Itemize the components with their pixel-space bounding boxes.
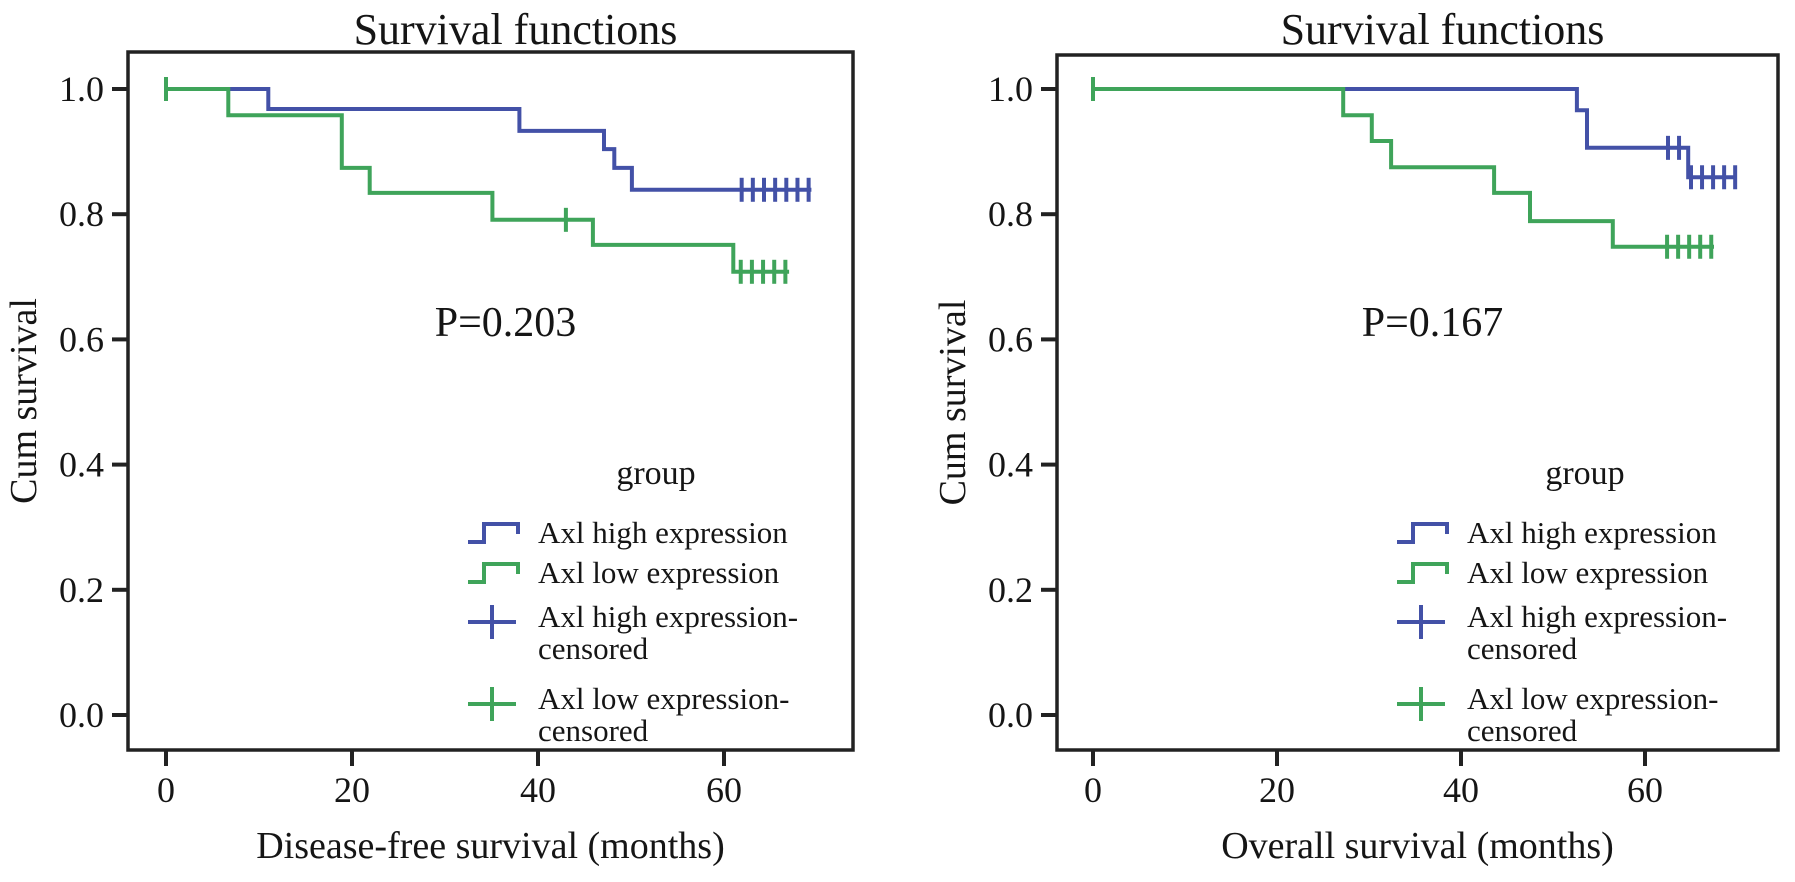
- legend-item: Axl high expression: [1397, 515, 1717, 550]
- legend: group Axl high expression Axl low expressi…: [468, 455, 798, 748]
- legend-item-label: Axl high expression-: [1467, 599, 1727, 634]
- legend-title: group: [1545, 455, 1624, 492]
- x-tick-label: 60: [706, 770, 742, 810]
- x-tick-label: 0: [157, 770, 175, 810]
- legend-item-label: Axl high expression: [1467, 515, 1717, 550]
- km-chart-overall: 1.0 0.8 0.6 0.4 0.2 0.0 0 20 40 60 Survival functi…: [932, 5, 1780, 867]
- legend-item-label: Axl high expression: [538, 515, 788, 550]
- y-axis-label: Cum survival: [932, 300, 974, 506]
- survival-curve-axl-high: [1093, 87, 1737, 180]
- legend: group Axl high expression Axl low expressi…: [1397, 455, 1727, 748]
- legend-item-label: Axl low expression-: [1467, 681, 1718, 716]
- y-tick-label: 0.2: [59, 570, 104, 610]
- y-tick-label: 0.4: [59, 445, 104, 485]
- legend-title: group: [616, 455, 695, 492]
- x-axis-label: Overall survival (months): [1221, 825, 1614, 867]
- p-value-label: P=0.203: [435, 300, 577, 346]
- legend-item: Axl low expression: [1397, 555, 1709, 590]
- legend-item-label: Axl high expression-: [538, 599, 798, 634]
- y-tick-label: 0.6: [59, 319, 104, 359]
- survival-curve-axl-low: [166, 87, 790, 274]
- y-axis-label: Cum survival: [3, 298, 45, 504]
- p-value-label: P=0.167: [1362, 300, 1504, 346]
- x-tick-label: 40: [1443, 770, 1479, 810]
- legend-item-label: censored: [538, 631, 649, 666]
- y-tick-label: 0.0: [59, 695, 104, 735]
- legend-item-label: Axl low expression: [1467, 555, 1709, 590]
- survival-curve-axl-low: [1093, 87, 1714, 249]
- legend-item: Axl low expression: [468, 555, 780, 590]
- survival-curve-axl-high: [166, 87, 812, 192]
- x-axis-label: Disease-free survival (months): [256, 825, 725, 867]
- legend-item: Axl low expression-censored: [1397, 681, 1718, 748]
- y-tick-label: 0.6: [988, 319, 1033, 359]
- legend-item-label: censored: [1467, 631, 1578, 666]
- y-tick-label: 0.0: [988, 695, 1033, 735]
- legend-item-label: Axl low expression-: [538, 681, 789, 716]
- legend-item-label: Axl low expression: [538, 555, 780, 590]
- y-tick-label: 0.4: [988, 445, 1033, 485]
- legend-step-line-icon: [1397, 522, 1449, 544]
- chart-title: Survival functions: [1281, 5, 1605, 54]
- legend-item: Axl low expression-censored: [468, 681, 789, 748]
- x-tick-label: 20: [334, 770, 370, 810]
- x-tick-label: 20: [1259, 770, 1295, 810]
- y-tick-label: 1.0: [988, 69, 1033, 109]
- legend-item: Axl high expression-censored: [1397, 599, 1727, 666]
- legend-step-line-icon: [468, 562, 520, 584]
- y-tick-label: 0.8: [59, 194, 104, 234]
- x-tick-label: 60: [1627, 770, 1663, 810]
- legend-item-label: censored: [538, 713, 649, 748]
- y-tick-label: 1.0: [59, 69, 104, 109]
- legend-item-label: censored: [1467, 713, 1578, 748]
- chart-title: Survival functions: [354, 5, 678, 54]
- legend-step-line-icon: [468, 522, 520, 544]
- km-chart-disease-free: 1.0 0.8 0.6 0.4 0.2 0.0 0 20 40 60 Survival functi…: [3, 5, 855, 867]
- legend-item: Axl high expression: [468, 515, 788, 550]
- y-tick-label: 0.2: [988, 570, 1033, 610]
- x-tick-label: 40: [520, 770, 556, 810]
- x-tick-label: 0: [1084, 770, 1102, 810]
- plot-box: [1055, 53, 1780, 752]
- plot-box: [126, 50, 855, 752]
- legend-item: Axl high expression-censored: [468, 599, 798, 666]
- legend-step-line-icon: [1397, 562, 1449, 584]
- y-tick-label: 0.8: [988, 194, 1033, 234]
